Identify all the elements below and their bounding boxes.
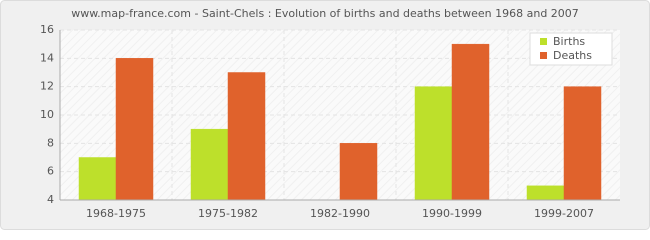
- y-tick-label: 10: [40, 108, 54, 121]
- legend-label: Births: [553, 35, 585, 48]
- y-tick-label: 16: [40, 23, 54, 36]
- legend-label: Deaths: [553, 49, 592, 62]
- bar: [115, 58, 154, 201]
- y-tick-label: 6: [47, 165, 54, 178]
- bar: [563, 86, 602, 201]
- y-tick-label: 8: [47, 136, 54, 149]
- y-tick-label: 4: [47, 193, 54, 206]
- bar: [227, 72, 266, 201]
- x-tick-label: 1990-1999: [422, 207, 482, 220]
- legend-swatch: [540, 52, 547, 59]
- x-tick-label: 1982-1990: [310, 207, 370, 220]
- bar: [526, 185, 565, 201]
- bar: [190, 128, 229, 201]
- x-tick-label: 1975-1982: [198, 207, 258, 220]
- bar: [414, 86, 453, 201]
- bar: [78, 157, 117, 201]
- legend-swatch: [540, 38, 547, 45]
- bar: [451, 43, 490, 201]
- y-tick-label: 14: [40, 51, 54, 64]
- chart: www.map-france.com - Saint-Chels : Evolu…: [0, 0, 650, 230]
- chart-title: www.map-france.com - Saint-Chels : Evolu…: [71, 7, 579, 20]
- y-tick-label: 12: [40, 80, 54, 93]
- bar: [339, 143, 378, 201]
- x-tick-label: 1968-1975: [86, 207, 146, 220]
- x-tick-label: 1999-2007: [534, 207, 594, 220]
